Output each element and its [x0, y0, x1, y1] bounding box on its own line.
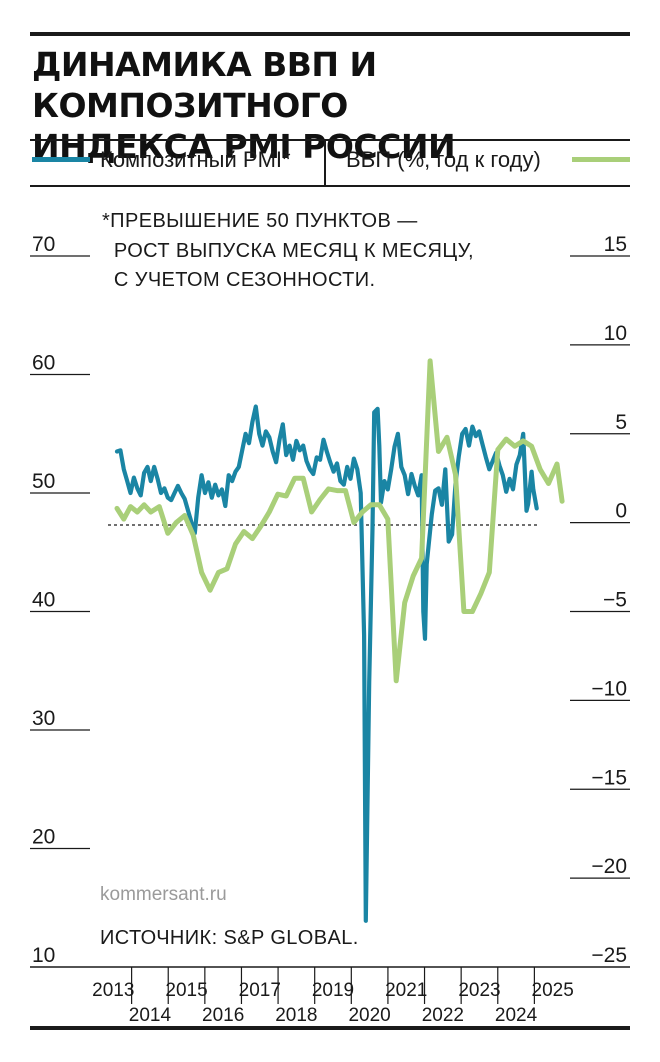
x-axis-year-label: 2022: [422, 1005, 464, 1026]
footnote-line-3: С УЧЕТОМ СЕЗОННОСТИ.: [102, 269, 376, 291]
gdp-legend-swatch: [572, 157, 630, 162]
x-axis-year-label: 2013: [92, 980, 134, 1001]
left-axis-tick-label: 30: [32, 707, 55, 730]
top-rule: [30, 32, 630, 36]
pmi-series-line: [114, 404, 539, 923]
x-axis-year-label: 2025: [532, 980, 574, 1001]
right-axis-tick-label: −25: [591, 944, 627, 967]
bottom-rule: [30, 1026, 630, 1030]
x-axis-year-label: 2018: [275, 1005, 317, 1026]
x-axis-year-label: 2016: [202, 1005, 244, 1026]
x-axis-year-label: 2014: [129, 1005, 172, 1026]
left-axis-tick-label: 70: [32, 233, 55, 256]
x-axis-year-label: 2019: [312, 980, 354, 1001]
gdp-legend-label: ВВП (%, год к году): [346, 147, 541, 172]
left-axis-tick-label: 60: [32, 352, 55, 375]
footnote-line-1: *ПРЕВЫШЕНИЕ 50 ПУНКТОВ —: [102, 210, 418, 232]
pmi-legend-swatch: [32, 157, 90, 162]
right-axis-tick-label: 5: [615, 411, 627, 434]
pmi-legend-label: Композитный PMI*: [100, 147, 291, 172]
right-axis-tick-label: −5: [603, 589, 627, 612]
chart-title-line-1: ДИНАМИКА ВВП И КОМПОЗИТНОГО: [32, 45, 377, 125]
x-axis-year-label: 2024: [495, 1005, 538, 1026]
right-axis-tick-label: 0: [615, 500, 627, 523]
source-note: ИСТОЧНИК: S&P GLOBAL.: [100, 927, 359, 949]
x-axis-year-label: 2021: [385, 980, 427, 1001]
x-axis-year-label: 2023: [458, 980, 500, 1001]
left-axis-tick-label: 10: [32, 944, 55, 967]
right-axis-tick-label: 15: [604, 233, 627, 256]
right-axis-tick-label: −20: [591, 855, 627, 878]
chart-axes: 10 20 30 40 50 60 70 −25 −20 −15 −10 −5 0 5 10 15 2013 20…: [30, 233, 630, 1026]
right-axis-tick-label: −10: [591, 677, 627, 700]
gdp-series-line: [114, 358, 565, 684]
legend-top-rule: [30, 139, 630, 141]
left-axis-tick-label: 40: [32, 589, 55, 612]
left-axis-tick-label: 50: [32, 470, 55, 493]
chart-series: [114, 358, 565, 923]
legend-bottom-rule: [30, 185, 630, 187]
chart-title: ДИНАМИКА ВВП И КОМПОЗИТНОГО ИНДЕКСА PMI …: [32, 44, 632, 167]
legend-divider: [324, 140, 326, 185]
x-axis-year-label: 2017: [239, 980, 281, 1001]
right-axis-tick-label: −15: [591, 766, 627, 789]
x-axis-year-label: 2015: [165, 980, 207, 1001]
right-axis-tick-label: 10: [604, 322, 627, 345]
x-axis-year-label: 2020: [348, 1005, 390, 1026]
chart-title-line-2: ИНДЕКСА PMI РОССИИ: [32, 127, 456, 166]
left-axis-tick-label: 20: [32, 826, 55, 849]
footnote-line-2: РОСТ ВЫПУСКА МЕСЯЦ К МЕСЯЦУ,: [102, 240, 474, 262]
watermark: kommersant.ru: [100, 884, 227, 905]
